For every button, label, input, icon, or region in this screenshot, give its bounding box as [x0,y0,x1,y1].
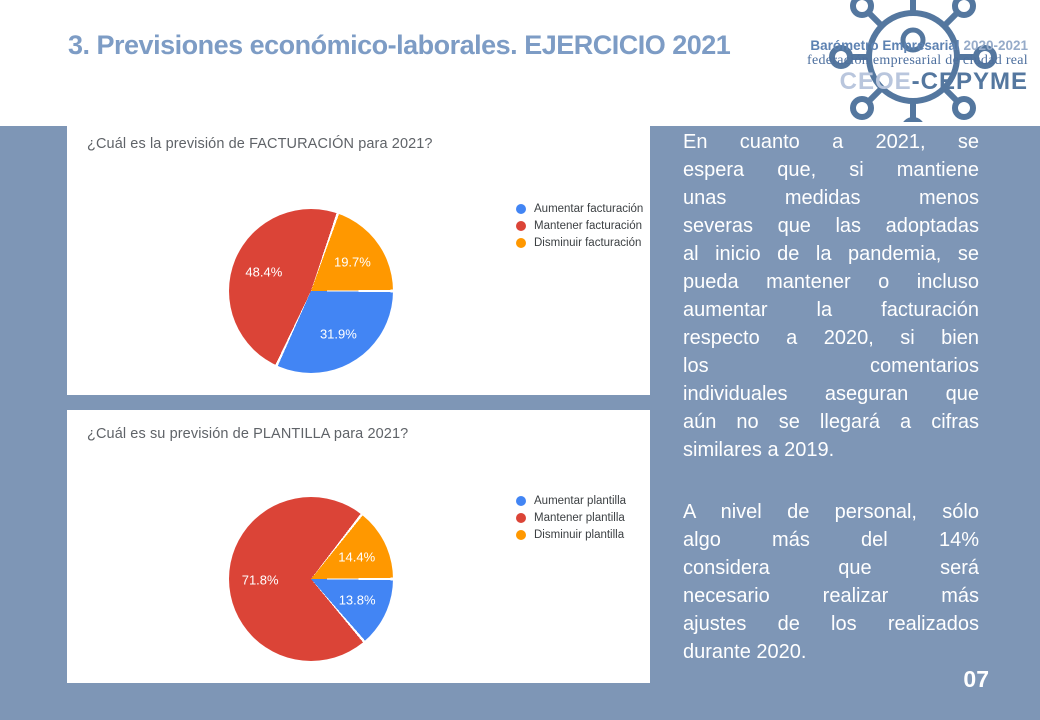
logo-ceoe-cepyme: CEOE-CEPYME [807,67,1028,95]
logo-barometro: Barómetro Empresarial [810,38,960,53]
chart-title: ¿Cuál es su previsión de PLANTILLA para … [87,426,409,442]
legend-label: Disminuir plantilla [534,529,625,541]
legend-color-dot [516,204,526,214]
chart-card-plantilla: ¿Cuál es su previsión de PLANTILLA para … [67,410,650,683]
legend-color-dot [516,238,526,248]
legend-color-dot [516,530,526,540]
header-band: 3. Previsiones económico-laborales. EJER… [0,0,1040,126]
pie-value-label: 48.4% [245,264,283,280]
chart-title: ¿Cuál es la previsión de FACTURACIÓN par… [87,136,433,152]
legend-label: Mantener facturación [534,220,643,232]
chart-card-facturacion: ¿Cuál es la previsión de FACTURACIÓN par… [67,126,650,395]
commentary-line: individuales aseguran que [683,383,979,405]
commentary-line: al inicio de la pandemia, se [683,243,979,265]
logo-years: 2020-2021 [963,38,1028,53]
commentary-line: similares a 2019. [683,439,835,461]
pie-value-label: 13.8% [338,592,376,608]
legend-item: Aumentar facturación [516,203,643,215]
logo-ceoe: CEOE [839,67,912,95]
legend-item: Aumentar plantilla [516,495,626,507]
commentary-text-block: En cuanto a 2021, se espera que, si manti… [683,128,979,700]
commentary-line: severas que las adoptadas [683,215,979,237]
legend-color-dot [516,513,526,523]
legend-label: Disminuir facturación [534,237,642,249]
legend-label: Aumentar facturación [534,203,644,215]
legend-label: Aumentar plantilla [534,495,627,507]
commentary-line: unas medidas menos [683,187,979,209]
legend-item: Mantener facturación [516,220,643,232]
pie-chart-plantilla: 13.8% 71.8% 14.4% [229,497,393,661]
pie-value-label: 71.8% [241,572,279,588]
commentary-line: ajustes de los realizados [683,613,979,635]
commentary-paragraph: A nivel de personal, sólo algo más del 14… [683,498,979,666]
legend-item: Disminuir plantilla [516,529,626,541]
commentary-line: A nivel de personal, sólo [683,501,979,523]
pie-chart-facturacion: 31.9% 48.4% 19.7% [229,209,393,373]
pie-value-label: 31.9% [319,326,357,342]
legend-item: Mantener plantilla [516,512,626,524]
commentary-line: algo más del 14% [683,529,979,551]
legend-label: Mantener plantilla [534,512,625,524]
logo-federacion: federación empresarial de ciudad real [807,53,1028,69]
commentary-line: pueda mantener o incluso [683,271,979,293]
commentary-line: durante 2020. [683,641,807,663]
page-title: 3. Previsiones económico-laborales. EJER… [68,30,731,60]
logo-text: Barómetro Empresarial 2020-2021 federaci… [807,38,1028,94]
coronavirus-icon [829,0,997,122]
pie-value-label: 19.7% [333,254,371,269]
commentary-line: respecto a 2020, si bien [683,327,979,349]
logo-cepyme: -CEPYME [911,67,1028,95]
legend-color-dot [516,496,526,506]
commentary-line: necesario realizar más [683,585,979,607]
commentary-line: considera que será [683,557,979,579]
commentary-line: espera que, si mantiene [683,159,979,181]
logo-barometro-line: Barómetro Empresarial 2020-2021 [807,38,1028,53]
barometro-logo: Barómetro Empresarial 2020-2021 federaci… [790,0,1040,126]
page-number: 07 [963,666,989,692]
commentary-line: aumentar la facturación [683,299,979,321]
commentary-line: los comentarios [683,355,979,377]
legend-color-dot [516,221,526,231]
commentary-line: aún no se llegará a cifras [683,411,979,433]
commentary-line: En cuanto a 2021, se [683,131,979,153]
legend-item: Disminuir facturación [516,237,643,249]
commentary-paragraph: En cuanto a 2021, se espera que, si manti… [683,128,979,464]
chart-legend: Aumentar facturación Mantener facturación… [516,203,643,254]
chart-legend: Aumentar plantilla Mantener plantilla Dism… [516,495,626,546]
pie-value-label: 14.4% [338,549,376,565]
